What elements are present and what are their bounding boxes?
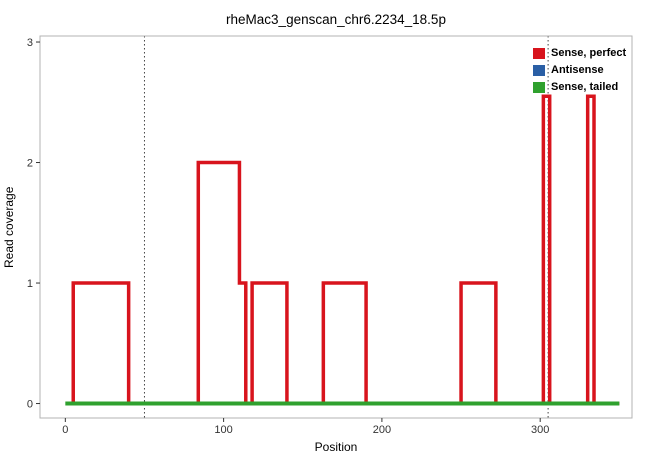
x-tick-label: 200 [373, 424, 391, 436]
series-sense-perfect [71, 94, 620, 406]
x-tick-label: 100 [214, 424, 232, 436]
legend-item: Sense, perfect [533, 47, 626, 59]
chart-title: rheMac3_genscan_chr6.2234_18.5p [226, 12, 446, 27]
x-tick-label: 300 [531, 424, 549, 436]
legend-swatch-icon [533, 47, 545, 59]
y-tick-label: 0 [27, 399, 33, 411]
panel-border [39, 35, 633, 419]
x-axis-label: Position [314, 440, 358, 454]
legend-label: Antisense [551, 64, 604, 76]
legend-label: Sense, tailed [551, 81, 619, 93]
x-tick-label: 0 [62, 424, 68, 436]
y-axis-label: Read coverage [2, 186, 16, 268]
legend-swatch-icon [533, 64, 545, 76]
y-tick-label: 2 [27, 158, 33, 170]
legend: Sense, perfect Antisense Sense, tailed [533, 47, 626, 93]
legend-label: Sense, perfect [551, 47, 627, 59]
legend-swatch-icon [533, 81, 545, 93]
y-tick-label: 1 [27, 278, 33, 290]
y-tick-label: 3 [27, 37, 33, 49]
legend-item: Sense, tailed [533, 81, 626, 93]
legend-item: Antisense [533, 64, 626, 76]
